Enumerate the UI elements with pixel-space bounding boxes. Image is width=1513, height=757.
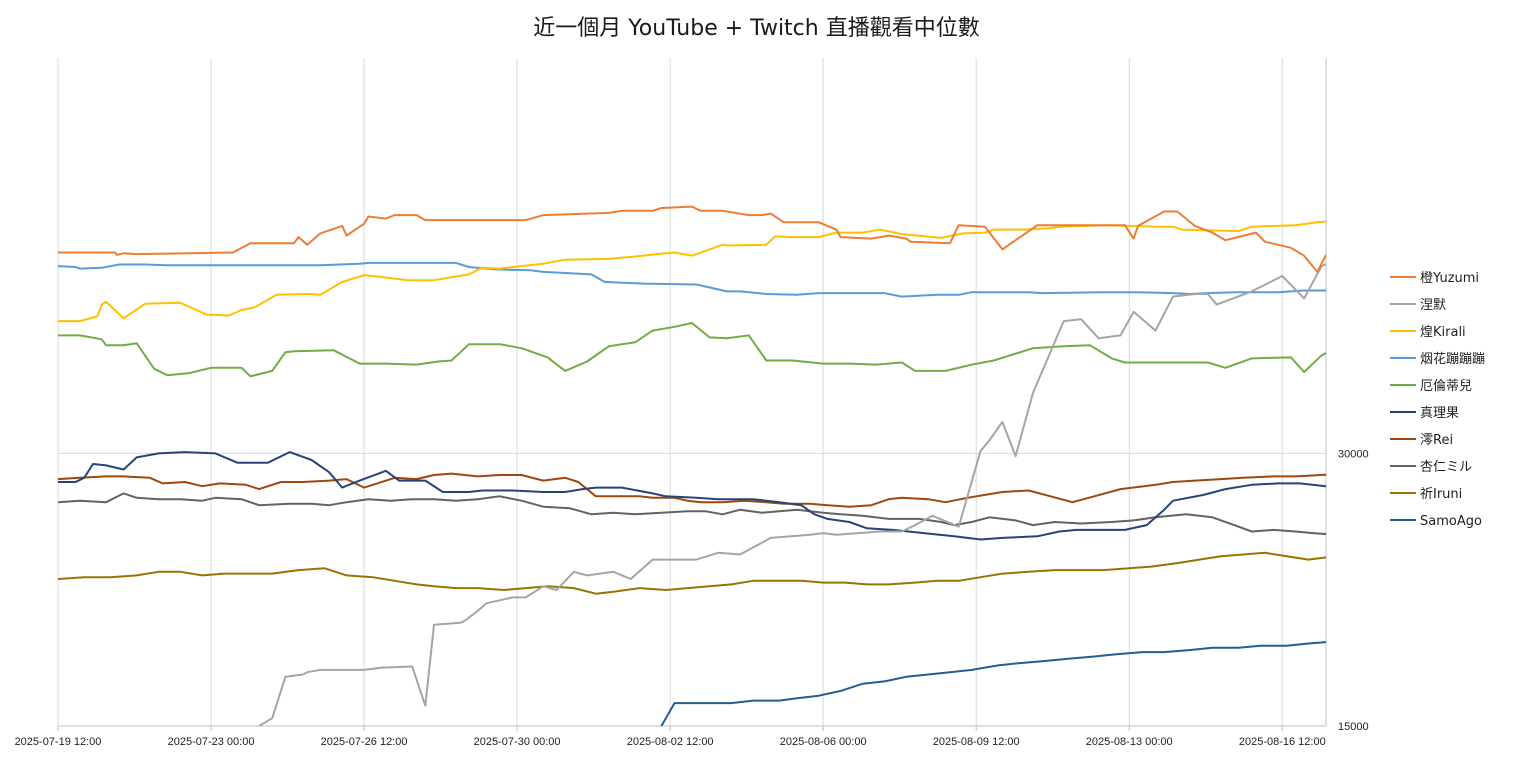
series-line-0 [58,205,1326,273]
x-tick-label: 2025-08-06 00:00 [780,736,867,748]
x-tick-label: 2025-07-30 00:00 [474,736,561,748]
legend-label: 烟花蹦蹦蹦 [1420,351,1485,367]
series-line-2 [58,220,1326,323]
series-line-9 [660,641,1326,726]
legend-label: 煌Kirali [1420,325,1466,340]
chart-title: 近一個月 YouTube + Twitch 直播觀看中位數 [533,16,980,41]
legend-label: 澪Rei [1420,433,1453,448]
series-line-7 [58,492,1326,536]
legend-label: 真理果 [1420,406,1459,421]
series-line-4 [58,322,1326,378]
y-tick-label: 30000 [1338,448,1369,460]
x-tick-label: 2025-08-02 12:00 [627,736,714,748]
series-line-8 [58,551,1326,595]
series-line-6 [58,472,1326,508]
legend-label: 橙Yuzumi [1420,271,1479,286]
x-tick-label: 2025-08-09 12:00 [933,736,1020,748]
x-tick-label: 2025-08-16 12:00 [1239,736,1326,748]
legend-label: 涅默 [1420,297,1446,313]
x-tick-label: 2025-08-13 00:00 [1086,736,1173,748]
series-line-1 [258,262,1326,726]
series-line-3 [58,261,1326,298]
series-line-5 [58,451,1326,541]
x-tick-label: 2025-07-23 00:00 [168,736,255,748]
legend-label: 祈Iruni [1420,487,1462,502]
legend-label: 杏仁ミル [1420,460,1472,475]
x-tick-label: 2025-07-19 12:00 [15,736,102,748]
legend-label: 厄倫蒂兒 [1420,379,1472,394]
legend-label: SamoAgo [1420,514,1482,529]
x-tick-label: 2025-07-26 12:00 [321,736,408,748]
y-tick-label: 15000 [1338,721,1369,733]
